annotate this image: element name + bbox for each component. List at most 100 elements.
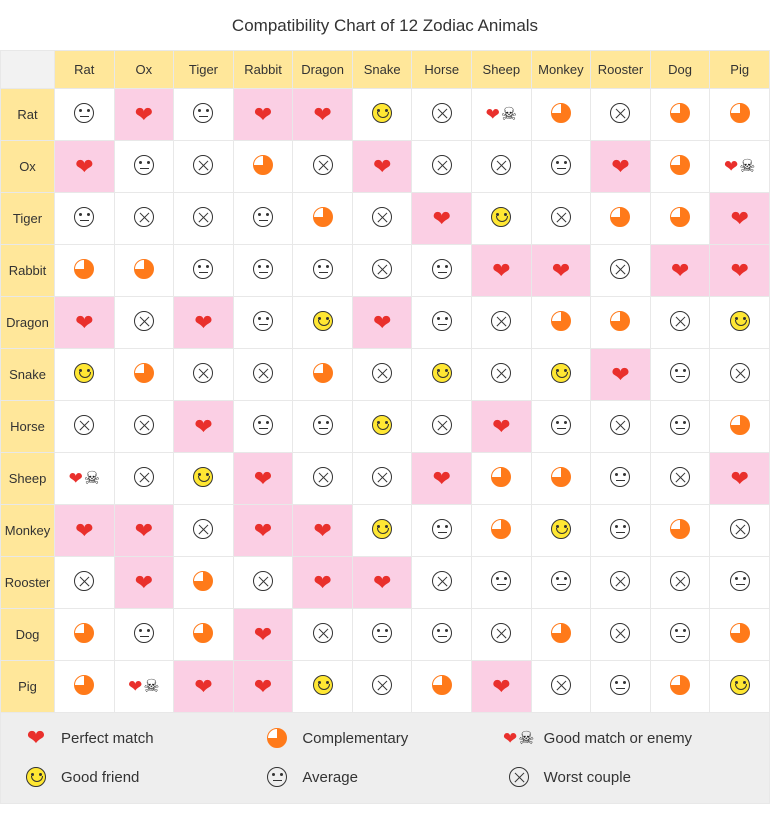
compat-cell [233,661,293,713]
row-header: Monkey [1,505,55,557]
worst-couple-icon [491,623,511,643]
compat-cell [174,453,234,505]
heart-icon [313,520,331,542]
complementary-icon [313,363,333,383]
worst-couple-icon [610,623,630,643]
complementary-icon [74,675,94,695]
compat-cell [174,609,234,661]
average-icon [372,623,392,643]
worst-couple-icon [432,415,452,435]
compat-cell [591,297,651,349]
average-icon [253,207,273,227]
average-icon [610,675,630,695]
compat-cell [114,349,174,401]
heart-icon [75,520,93,542]
compat-cell [650,609,710,661]
average-icon [253,311,273,331]
complementary-icon [491,519,511,539]
average-icon [253,415,273,435]
legend-item: Average [264,767,505,787]
compat-cell [293,453,353,505]
worst-couple-icon [670,467,690,487]
compat-cell [293,245,353,297]
complementary-icon [730,623,750,643]
row-header: Rabbit [1,245,55,297]
compat-cell [114,453,174,505]
worst-couple-icon [193,363,213,383]
average-icon [264,767,290,787]
compat-cell [233,89,293,141]
compat-cell [531,297,591,349]
compat-cell [531,401,591,453]
good-friend-icon [491,207,511,227]
compat-cell [352,349,412,401]
compat-cell [412,141,472,193]
complementary-icon [551,103,571,123]
heart-icon [135,572,153,594]
worst-couple-icon [74,415,94,435]
complementary-icon [551,467,571,487]
heart-icon [611,364,629,386]
compat-cell [472,661,532,713]
compat-cell [650,401,710,453]
legend-label: Worst couple [544,769,631,786]
compat-cell [710,141,770,193]
good-friend-icon [23,767,49,787]
complementary-icon [610,207,630,227]
complementary-icon [134,363,154,383]
average-icon [730,571,750,591]
col-header: Ox [114,51,174,89]
good-match-or-enemy-icon [486,104,517,125]
legend-label: Good friend [61,769,139,786]
average-icon [670,623,690,643]
legend-item: Complementary [264,727,505,749]
heart-icon [194,676,212,698]
worst-couple-icon [372,207,392,227]
compat-cell [472,401,532,453]
compat-cell [710,193,770,245]
compat-cell [650,349,710,401]
heart-icon [433,208,451,230]
compat-cell [293,505,353,557]
compat-cell [710,557,770,609]
complementary-icon [670,103,690,123]
worst-couple-icon [372,467,392,487]
worst-couple-icon [372,363,392,383]
compat-cell [352,245,412,297]
row-header: Dragon [1,297,55,349]
compat-cell [233,609,293,661]
good-friend-icon [372,103,392,123]
compat-cell [591,557,651,609]
compat-cell [650,505,710,557]
worst-couple-icon [253,571,273,591]
good-match-or-enemy-icon [724,156,755,177]
complementary-icon [134,259,154,279]
compat-cell [114,661,174,713]
compat-cell [591,453,651,505]
compat-cell [352,661,412,713]
row-header: Snake [1,349,55,401]
compat-cell [591,609,651,661]
complementary-icon [193,571,213,591]
compat-cell [293,89,353,141]
heart-icon [135,520,153,542]
col-header: Snake [352,51,412,89]
heart-icon [75,312,93,334]
compatibility-table: RatOxTigerRabbitDragonSnakeHorseSheepMon… [0,50,770,713]
worst-couple-icon [432,103,452,123]
compat-cell [650,245,710,297]
average-icon [670,363,690,383]
compat-cell [412,297,472,349]
heart-icon [254,104,272,126]
compat-cell [293,141,353,193]
compat-cell [650,661,710,713]
compat-cell [174,401,234,453]
average-icon [432,311,452,331]
chart-title: Compatibility Chart of 12 Zodiac Animals [0,16,770,36]
average-icon [491,571,511,591]
good-friend-icon [74,363,94,383]
worst-couple-icon [313,467,333,487]
compat-cell [233,401,293,453]
compat-cell [412,349,472,401]
heart-icon [730,468,748,490]
